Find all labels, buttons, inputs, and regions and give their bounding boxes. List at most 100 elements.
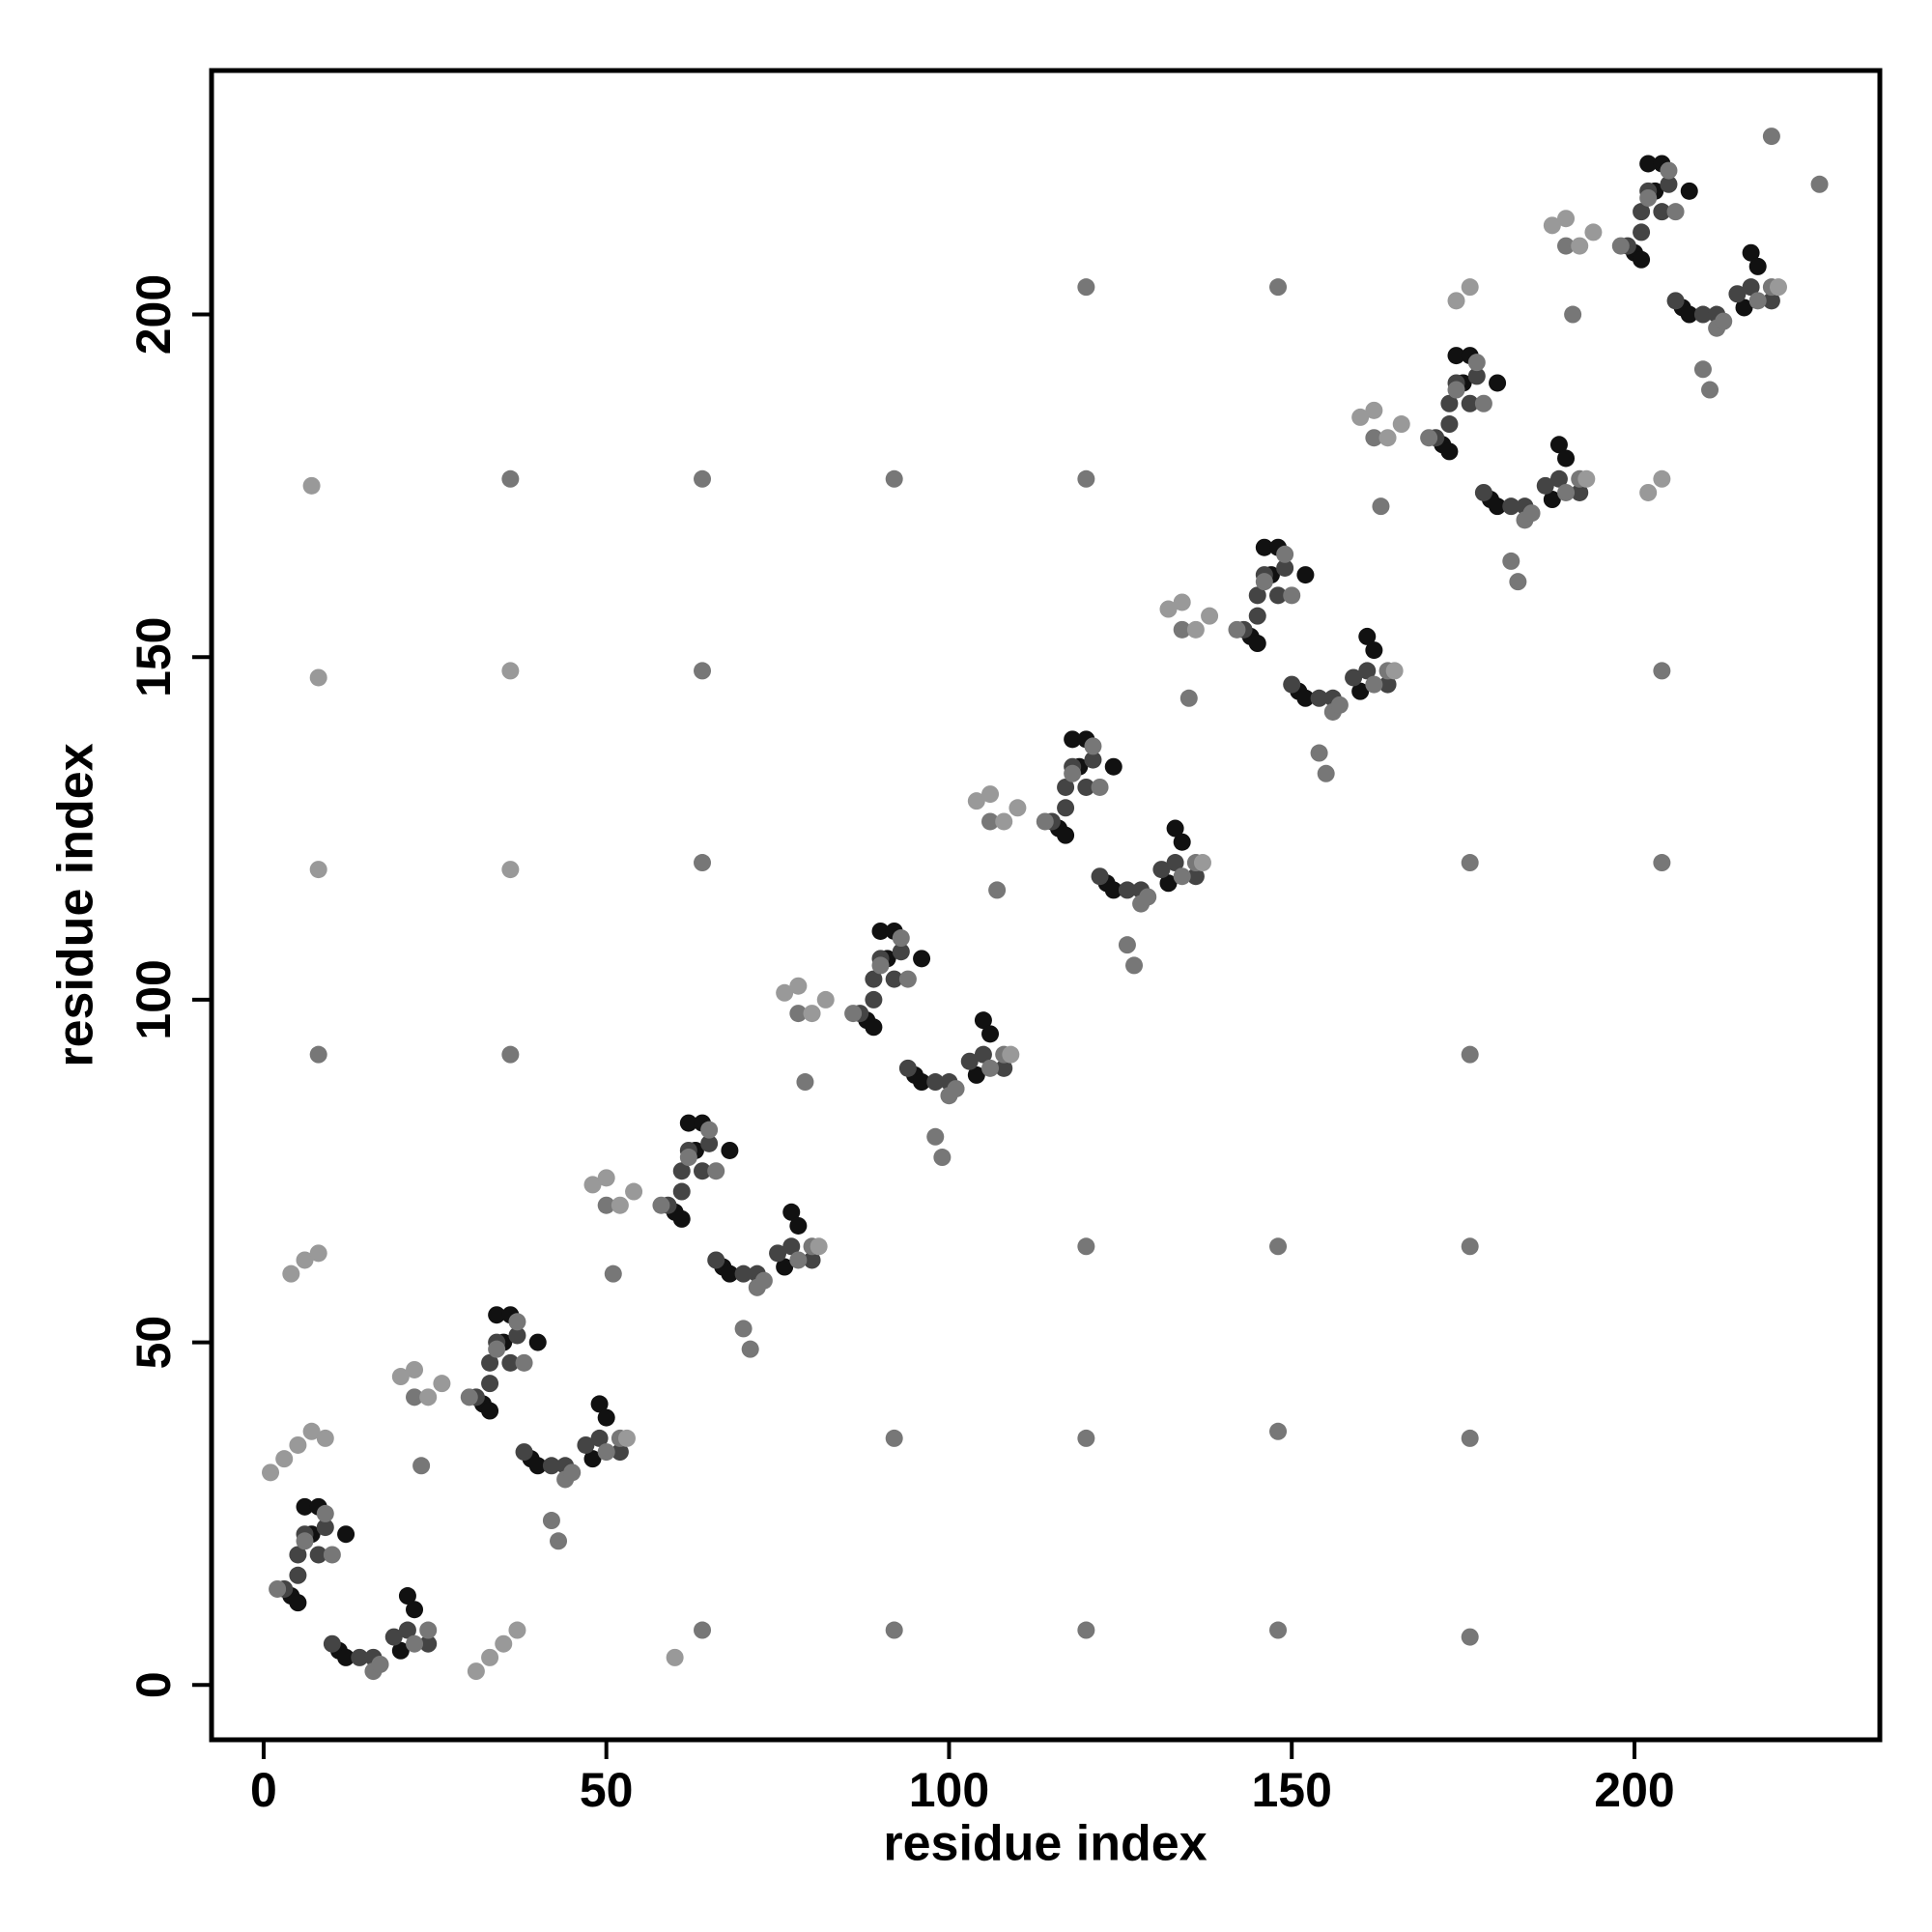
point: [1735, 298, 1753, 317]
point: [508, 1326, 526, 1345]
point: [1666, 292, 1685, 310]
point: [1474, 483, 1492, 501]
point: [1077, 778, 1095, 796]
point: [1084, 737, 1102, 755]
point: [1269, 1422, 1288, 1440]
point: [1269, 586, 1288, 605]
point: [1564, 305, 1582, 324]
point: [810, 1237, 828, 1256]
point: [1166, 854, 1184, 872]
point: [995, 1059, 1013, 1077]
point: [700, 1134, 719, 1152]
point: [1057, 778, 1075, 796]
point: [419, 1388, 438, 1406]
point: [309, 1546, 327, 1564]
point: [1057, 826, 1075, 844]
point: [1077, 1429, 1095, 1447]
point: [289, 1435, 307, 1454]
point: [1064, 730, 1082, 749]
point: [1653, 662, 1671, 680]
point: [419, 1621, 438, 1639]
point: [1693, 305, 1712, 324]
point: [406, 1634, 424, 1653]
point: [1365, 675, 1383, 694]
point: [694, 854, 712, 872]
point: [898, 970, 917, 988]
point: [741, 1340, 759, 1358]
point: [1653, 203, 1671, 221]
point: [1283, 586, 1301, 605]
point: [316, 1429, 334, 1447]
point: [1077, 278, 1095, 297]
point: [981, 812, 1000, 831]
y-tick-label: 200: [127, 274, 181, 355]
point: [269, 1579, 287, 1598]
point: [542, 1512, 560, 1530]
point: [1173, 833, 1191, 851]
point: [481, 1375, 499, 1393]
point: [1440, 442, 1459, 461]
point: [597, 1196, 615, 1214]
point: [1742, 278, 1760, 297]
y-axis-label: residue index: [48, 743, 104, 1066]
point: [1255, 538, 1273, 556]
point: [865, 1018, 883, 1037]
point: [1317, 764, 1335, 782]
point: [289, 1566, 307, 1584]
point: [501, 861, 520, 879]
point: [1269, 1621, 1288, 1639]
point: [981, 785, 1000, 804]
point: [488, 1340, 506, 1358]
point: [1489, 374, 1507, 392]
point: [892, 943, 910, 961]
point: [1633, 250, 1651, 269]
point: [296, 1251, 314, 1269]
point: [1584, 223, 1603, 242]
point: [672, 1162, 691, 1180]
point: [789, 1216, 808, 1235]
point: [1248, 607, 1266, 625]
point: [1166, 819, 1184, 838]
point: [1159, 874, 1178, 893]
point: [666, 1648, 684, 1666]
point: [789, 1251, 808, 1269]
point: [501, 662, 520, 680]
point: [1283, 675, 1301, 694]
point: [1365, 641, 1383, 660]
point: [1742, 243, 1760, 262]
point: [309, 668, 327, 687]
point: [262, 1463, 280, 1482]
point: [1461, 854, 1479, 872]
y-tick-label: 50: [127, 1316, 181, 1370]
point: [1091, 778, 1109, 796]
point: [501, 469, 520, 488]
point: [302, 476, 321, 495]
point: [1502, 552, 1520, 570]
point: [1351, 408, 1370, 426]
point: [1680, 182, 1698, 200]
point: [1296, 566, 1315, 584]
point: [611, 1443, 629, 1462]
point: [1660, 161, 1678, 180]
point: [974, 1011, 992, 1030]
point: [789, 1005, 808, 1023]
point: [1571, 483, 1589, 501]
point: [1077, 1621, 1095, 1639]
point: [769, 1244, 787, 1263]
point: [694, 469, 712, 488]
point: [1557, 483, 1576, 501]
point: [296, 1532, 314, 1550]
point: [398, 1587, 416, 1605]
point: [316, 1504, 334, 1522]
point: [1715, 312, 1733, 330]
point: [782, 1203, 801, 1221]
point: [1543, 216, 1561, 235]
point: [1420, 429, 1438, 447]
point: [625, 1182, 643, 1201]
point: [1447, 292, 1465, 310]
point: [789, 977, 808, 995]
point: [1557, 237, 1576, 255]
point: [796, 1073, 814, 1092]
point: [488, 1306, 506, 1324]
